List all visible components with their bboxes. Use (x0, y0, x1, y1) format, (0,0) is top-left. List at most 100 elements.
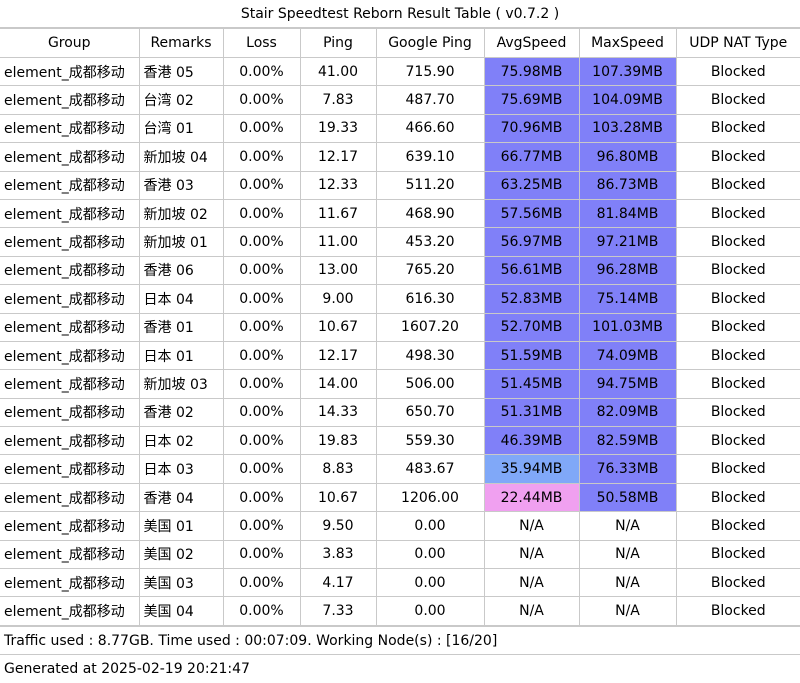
cell-udp-nat-type: Blocked (675, 397, 800, 428)
header-row: Group Remarks Loss Ping Google Ping AvgS… (0, 28, 800, 58)
cell-remarks: 美国 01 (138, 511, 224, 541)
cell-ping: 19.83 (299, 426, 377, 456)
cell-loss: 0.00% (222, 255, 301, 286)
cell-ping: 10.67 (299, 482, 377, 513)
table-row: element_成都移动 台湾 01 0.00% 19.33 466.60 70.96MB… (0, 113, 800, 144)
cell-max-speed: 82.59MB (578, 426, 677, 456)
cell-udp-nat-type: Blocked (675, 539, 800, 570)
cell-remarks: 美国 03 (138, 568, 224, 598)
cell-google-ping: 511.20 (375, 170, 485, 200)
cell-udp-nat-type: Blocked (675, 113, 800, 144)
cell-loss: 0.00% (222, 539, 301, 570)
cell-remarks: 台湾 01 (138, 113, 224, 144)
cell-udp-nat-type: Blocked (675, 312, 800, 342)
cell-google-ping: 650.70 (375, 397, 485, 428)
cell-avg-speed: N/A (483, 596, 580, 626)
cell-remarks: 香港 04 (138, 482, 224, 513)
cell-udp-nat-type: Blocked (675, 511, 800, 541)
cell-group: element_成都移动 (0, 198, 140, 229)
cell-avg-speed: 75.98MB (483, 56, 580, 87)
cell-max-speed: 76.33MB (578, 454, 677, 484)
cell-max-speed: 50.58MB (578, 482, 677, 513)
table-row: element_成都移动 新加坡 02 0.00% 11.67 468.90 57.56M… (0, 198, 800, 229)
cell-group: element_成都移动 (0, 56, 140, 87)
cell-max-speed: 107.39MB (578, 56, 677, 87)
table-row: element_成都移动 香港 02 0.00% 14.33 650.70 51.31MB… (0, 397, 800, 428)
cell-max-speed: 86.73MB (578, 170, 677, 200)
cell-loss: 0.00% (222, 340, 301, 371)
cell-loss: 0.00% (222, 113, 301, 144)
cell-remarks: 香港 03 (138, 170, 224, 200)
cell-loss: 0.00% (222, 454, 301, 484)
cell-remarks: 新加坡 04 (138, 142, 224, 172)
cell-ping: 7.33 (299, 596, 377, 626)
cell-loss: 0.00% (222, 284, 301, 314)
cell-group: element_成都移动 (0, 85, 140, 115)
table-row: element_成都移动 新加坡 01 0.00% 11.00 453.20 56.97M… (0, 227, 800, 257)
cell-avg-speed: 63.25MB (483, 170, 580, 200)
table-row: element_成都移动 日本 01 0.00% 12.17 498.30 51.59MB… (0, 340, 800, 371)
cell-group: element_成都移动 (0, 511, 140, 541)
cell-group: element_成都移动 (0, 539, 140, 570)
table-row: element_成都移动 新加坡 04 0.00% 12.17 639.10 66.77M… (0, 142, 800, 172)
cell-ping: 19.33 (299, 113, 377, 144)
cell-udp-nat-type: Blocked (675, 85, 800, 115)
cell-max-speed: 103.28MB (578, 113, 677, 144)
table-body: element_成都移动 香港 05 0.00% 41.00 715.90 75.98MB… (0, 56, 800, 626)
cell-google-ping: 468.90 (375, 198, 485, 229)
cell-avg-speed: 51.45MB (483, 369, 580, 399)
cell-udp-nat-type: Blocked (675, 426, 800, 456)
cell-avg-speed: 22.44MB (483, 482, 580, 513)
cell-ping: 12.17 (299, 142, 377, 172)
cell-avg-speed: 57.56MB (483, 198, 580, 229)
cell-group: element_成都移动 (0, 596, 140, 626)
cell-google-ping: 506.00 (375, 369, 485, 399)
table-title: Stair Speedtest Reborn Result Table ( v0… (0, 0, 800, 28)
table-row: element_成都移动 美国 02 0.00% 3.83 0.00 N/A N/A Bloc… (0, 539, 800, 570)
cell-ping: 9.00 (299, 284, 377, 314)
cell-group: element_成都移动 (0, 482, 140, 513)
table-row: element_成都移动 美国 03 0.00% 4.17 0.00 N/A N/A Bloc… (0, 568, 800, 598)
column-header-udp-nat-type: UDP NAT Type (675, 28, 800, 58)
table-row: element_成都移动 美国 01 0.00% 9.50 0.00 N/A N/A Bloc… (0, 511, 800, 541)
table-row: element_成都移动 日本 04 0.00% 9.00 616.30 52.83MB 7… (0, 284, 800, 314)
cell-group: element_成都移动 (0, 454, 140, 484)
column-header-remarks: Remarks (138, 28, 224, 58)
cell-udp-nat-type: Blocked (675, 568, 800, 598)
cell-max-speed: 81.84MB (578, 198, 677, 229)
table-row: element_成都移动 香港 06 0.00% 13.00 765.20 56.61MB… (0, 255, 800, 286)
cell-remarks: 日本 02 (138, 426, 224, 456)
cell-ping: 8.83 (299, 454, 377, 484)
column-header-google-ping: Google Ping (375, 28, 485, 58)
table-row: element_成都移动 香港 05 0.00% 41.00 715.90 75.98MB… (0, 56, 800, 87)
cell-remarks: 日本 01 (138, 340, 224, 371)
cell-ping: 14.00 (299, 369, 377, 399)
cell-udp-nat-type: Blocked (675, 596, 800, 626)
cell-max-speed: N/A (578, 511, 677, 541)
cell-google-ping: 0.00 (375, 596, 485, 626)
cell-avg-speed: N/A (483, 539, 580, 570)
cell-udp-nat-type: Blocked (675, 56, 800, 87)
table-row: element_成都移动 美国 04 0.00% 7.33 0.00 N/A N/A Bloc… (0, 596, 800, 626)
cell-remarks: 新加坡 03 (138, 369, 224, 399)
cell-remarks: 美国 02 (138, 539, 224, 570)
table-row: element_成都移动 香港 03 0.00% 12.33 511.20 63.25MB… (0, 170, 800, 200)
cell-google-ping: 0.00 (375, 568, 485, 598)
cell-avg-speed: 51.59MB (483, 340, 580, 371)
cell-avg-speed: 75.69MB (483, 85, 580, 115)
column-header-avg-speed: AvgSpeed (483, 28, 580, 58)
cell-remarks: 新加坡 01 (138, 227, 224, 257)
cell-avg-speed: 46.39MB (483, 426, 580, 456)
cell-loss: 0.00% (222, 426, 301, 456)
cell-ping: 13.00 (299, 255, 377, 286)
cell-remarks: 新加坡 02 (138, 198, 224, 229)
cell-loss: 0.00% (222, 482, 301, 513)
cell-group: element_成都移动 (0, 312, 140, 342)
cell-max-speed: N/A (578, 568, 677, 598)
cell-loss: 0.00% (222, 85, 301, 115)
cell-remarks: 香港 02 (138, 397, 224, 428)
cell-avg-speed: 70.96MB (483, 113, 580, 144)
results-table: Group Remarks Loss Ping Google Ping AvgS… (0, 28, 800, 626)
cell-avg-speed: 66.77MB (483, 142, 580, 172)
